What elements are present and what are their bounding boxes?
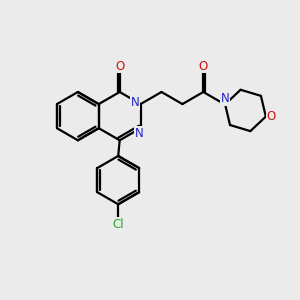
Text: N: N bbox=[135, 127, 143, 140]
Text: N: N bbox=[221, 92, 230, 105]
Text: O: O bbox=[199, 60, 208, 73]
Text: O: O bbox=[115, 60, 124, 73]
Text: N: N bbox=[131, 96, 140, 110]
Text: Cl: Cl bbox=[112, 218, 124, 230]
Text: O: O bbox=[266, 110, 276, 123]
